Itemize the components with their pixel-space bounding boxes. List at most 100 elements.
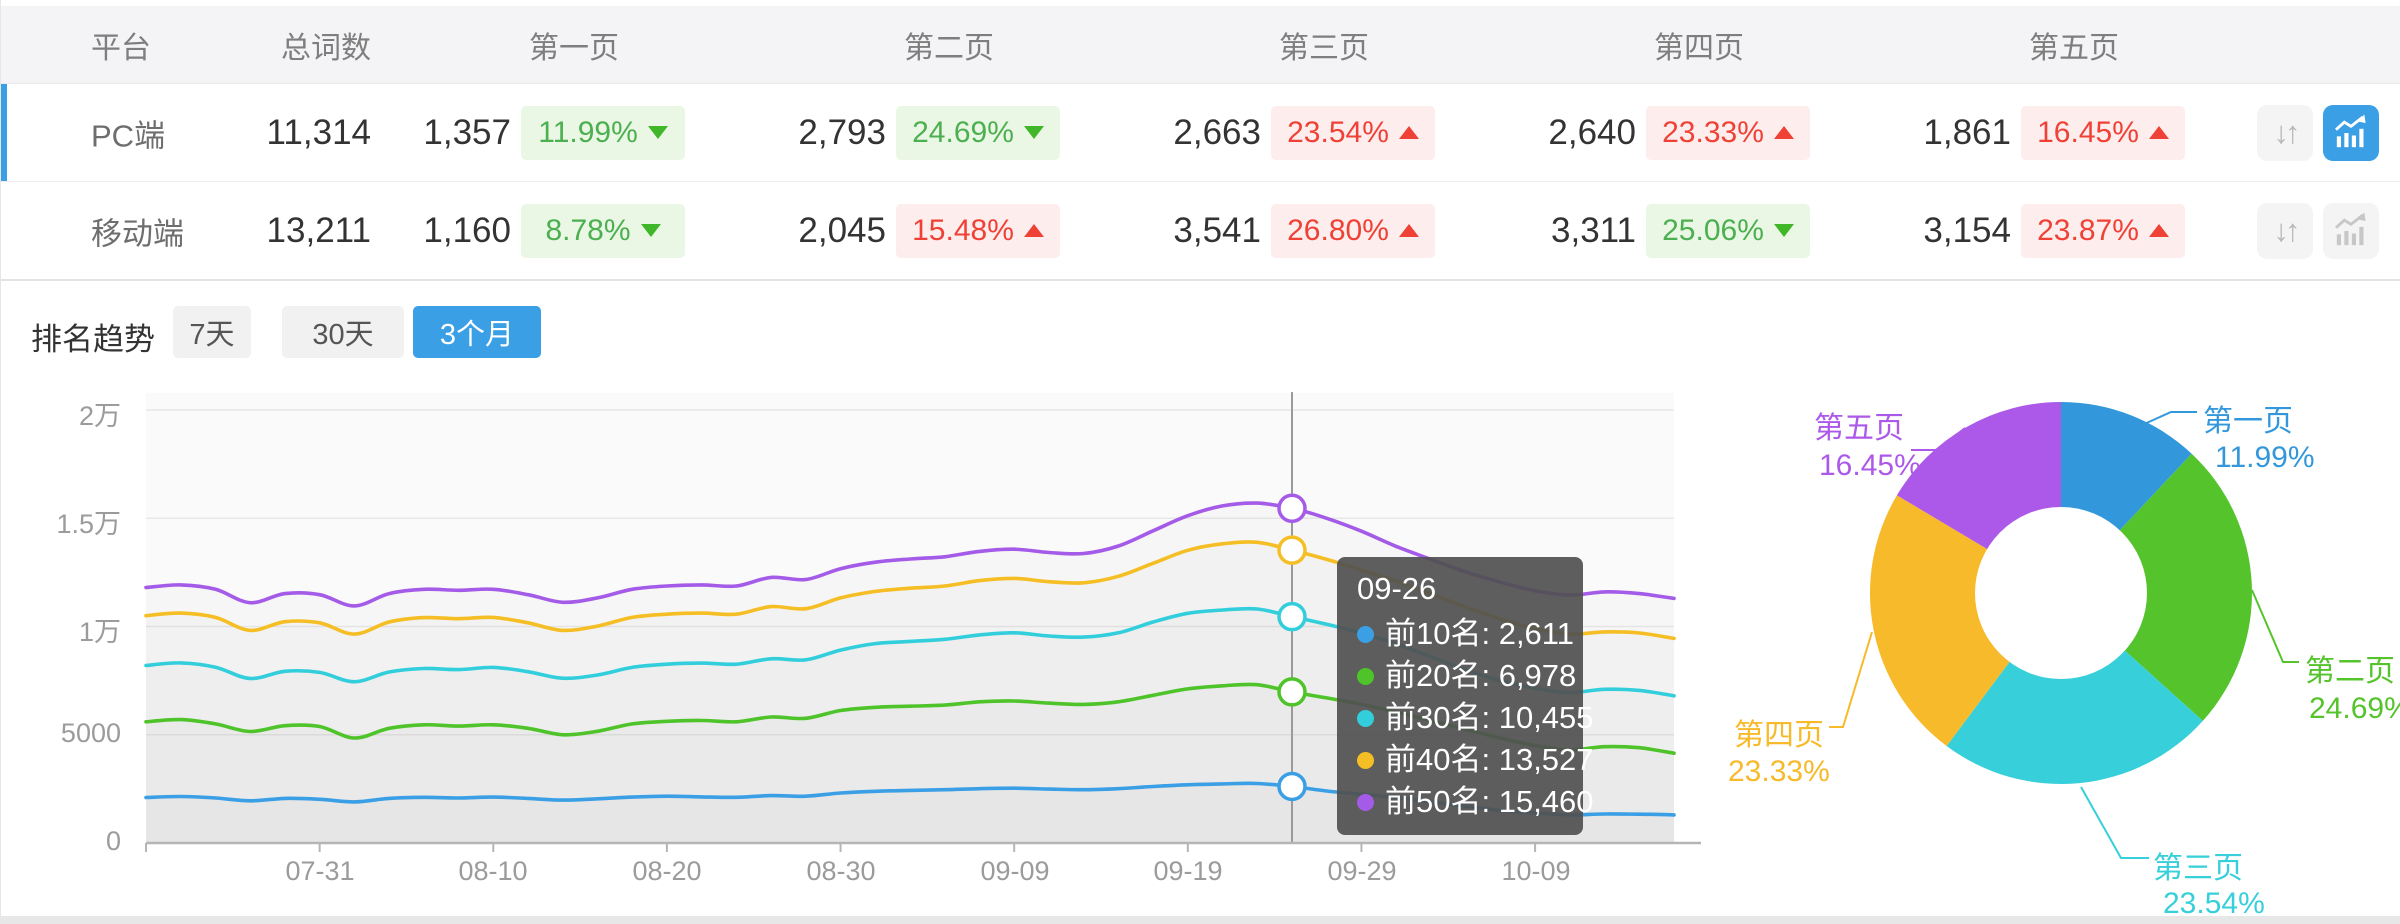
col-page4: 第四页 <box>1654 31 1744 65</box>
page3-change-badge: 26.80% <box>1271 203 1435 258</box>
total-words-value: 13,211 <box>266 210 371 250</box>
leader-line-page3 <box>2080 786 2149 859</box>
donut-pct-page1: 11.99% <box>2215 441 2315 474</box>
donut-pct-page3: 23.54% <box>2163 887 2265 920</box>
sort-button[interactable]: ↓↑ <box>2257 104 2313 161</box>
x-tick-0909: 09-09 <box>980 856 1050 886</box>
page4-change-pct: 23.33% <box>1662 115 1764 149</box>
x-tick-0929: 09-29 <box>1327 856 1397 886</box>
platform-label: 移动端 <box>91 216 184 251</box>
page5-count: 1,861 <box>1923 112 2011 152</box>
page1-change-badge: 11.99% <box>521 105 685 160</box>
trend-arrow-icon <box>2148 224 2169 237</box>
donut-slice-第三页[interactable] <box>1946 593 2203 785</box>
table-row-mobile[interactable]: 移动端 13,211 1,160 8.78% 2,045 15.48% 3,54… <box>1 182 2400 281</box>
donut-slice-第二页[interactable] <box>2061 453 2252 721</box>
series-dot-top50 <box>1357 793 1374 811</box>
series-dot-top10 <box>1357 625 1374 643</box>
tab-7-days[interactable]: 7天 <box>173 306 251 358</box>
donut-pct-page4: 23.33% <box>1728 755 1830 788</box>
page3-change-pct: 23.54% <box>1287 115 1389 149</box>
y-tick-5000: 5000 <box>60 718 121 748</box>
tooltip-item-top20: 前20名: 6,978 <box>1357 655 1576 697</box>
page3-change-badge: 23.54% <box>1271 105 1435 160</box>
page1-count: 1,357 <box>423 112 511 152</box>
platform-label: PC端 <box>91 118 166 153</box>
page4-change-badge: 23.33% <box>1646 105 1810 160</box>
page5-count: 3,154 <box>1923 210 2011 250</box>
window-bottom-edge <box>1 916 2400 924</box>
page5-change-pct: 16.45% <box>2037 115 2139 149</box>
tooltip-text: 前40名: 13,527 <box>1385 742 1594 777</box>
tooltip-item-top10: 前10名: 2,611 <box>1357 613 1574 655</box>
donut-label-page1: 第一页 <box>2203 405 2293 438</box>
col-page1: 第一页 <box>529 31 619 65</box>
donut-label-page5: 第五页 <box>1814 412 1904 445</box>
show-trend-chart-button[interactable] <box>2323 104 2379 161</box>
sort-icon: ↓↑ <box>2273 114 2301 150</box>
x-tick-1009: 10-09 <box>1501 856 1571 886</box>
show-trend-chart-button[interactable] <box>2323 202 2379 259</box>
trend-arrow-icon <box>1398 224 1419 237</box>
table-row-pc[interactable]: PC端 11,314 1,357 11.99% 2,793 24.69% 2,6… <box>1 84 2400 182</box>
page2-count: 2,045 <box>798 210 886 250</box>
donut-label-page2: 第二页 <box>2305 655 2395 688</box>
page5-change-pct: 23.87% <box>2037 213 2139 247</box>
col-page2: 第二页 <box>904 31 994 65</box>
trend-chart-icon <box>2335 114 2366 147</box>
col-page5: 第五页 <box>2029 31 2119 65</box>
page2-change-badge: 24.69% <box>896 105 1060 160</box>
page4-change-badge: 25.06% <box>1646 203 1810 258</box>
page1-count: 1,160 <box>423 210 511 250</box>
x-tick-0830: 08-30 <box>806 856 876 886</box>
page4-count: 3,311 <box>1551 210 1636 250</box>
tab-30-days[interactable]: 30天 <box>282 306 404 358</box>
col-total-words: 总词数 <box>281 31 371 65</box>
trend-arrow-icon <box>647 126 668 139</box>
donut-pct-page5: 16.45% <box>1819 449 1921 482</box>
series-dot-top30 <box>1357 709 1374 727</box>
series-dot-top20 <box>1357 667 1374 685</box>
tab-3-months[interactable]: 3个月 <box>413 306 541 358</box>
page5-change-badge: 23.87% <box>2021 203 2185 258</box>
donut-label-page4: 第四页 <box>1734 719 1824 752</box>
donut-label-page3: 第三页 <box>2153 852 2243 885</box>
page5-change-badge: 16.45% <box>2021 105 2185 160</box>
tooltip-item-top30: 前30名: 10,455 <box>1357 697 1594 739</box>
x-tick-0919: 09-19 <box>1153 856 1223 886</box>
tooltip-text: 前30名: 10,455 <box>1385 700 1594 735</box>
table-header: 平台 总词数 第一页 第二页 第三页 第四页 第五页 <box>1 6 2400 84</box>
sort-button[interactable]: ↓↑ <box>2257 202 2313 259</box>
trend-arrow-icon <box>1398 126 1419 139</box>
sort-icon: ↓↑ <box>2273 212 2301 248</box>
page4-change-pct: 25.06% <box>1662 213 1764 247</box>
y-tick-15000: 1.5万 <box>56 509 121 539</box>
col-page3: 第三页 <box>1279 31 1369 65</box>
page3-count: 2,663 <box>1173 112 1261 152</box>
tooltip-text: 前10名: 2,611 <box>1385 616 1574 651</box>
x-tick-0731: 07-31 <box>285 856 355 886</box>
trend-arrow-icon <box>1023 126 1044 139</box>
page2-count: 2,793 <box>798 112 886 152</box>
tooltip-date: 09-26 <box>1357 571 1437 606</box>
donut-pct-page2: 24.69% <box>2309 692 2400 725</box>
leader-line-page2 <box>2251 589 2299 663</box>
page2-change-pct: 24.69% <box>912 115 1014 149</box>
y-tick-0: 0 <box>105 826 121 856</box>
x-tick-0820: 08-20 <box>632 856 702 886</box>
trend-chart-icon <box>2335 212 2366 245</box>
col-platform: 平台 <box>91 31 151 65</box>
trend-arrow-icon <box>2148 126 2169 139</box>
tooltip-text: 前50名: 15,460 <box>1385 784 1594 819</box>
donut-slice-第四页[interactable] <box>1869 495 2061 746</box>
series-dot-top40 <box>1357 751 1374 769</box>
total-words-value: 11,314 <box>266 112 371 152</box>
page3-change-pct: 26.80% <box>1287 213 1389 247</box>
page1-change-pct: 8.78% <box>545 213 631 247</box>
page-distribution-donut-chart[interactable] <box>1701 380 2400 924</box>
page4-count: 2,640 <box>1548 112 1636 152</box>
y-tick-10000: 1万 <box>78 617 121 647</box>
trend-section-title: 排名趋势 <box>31 322 155 357</box>
page1-change-pct: 11.99% <box>538 115 638 149</box>
tooltip-item-top50: 前50名: 15,460 <box>1357 781 1594 823</box>
